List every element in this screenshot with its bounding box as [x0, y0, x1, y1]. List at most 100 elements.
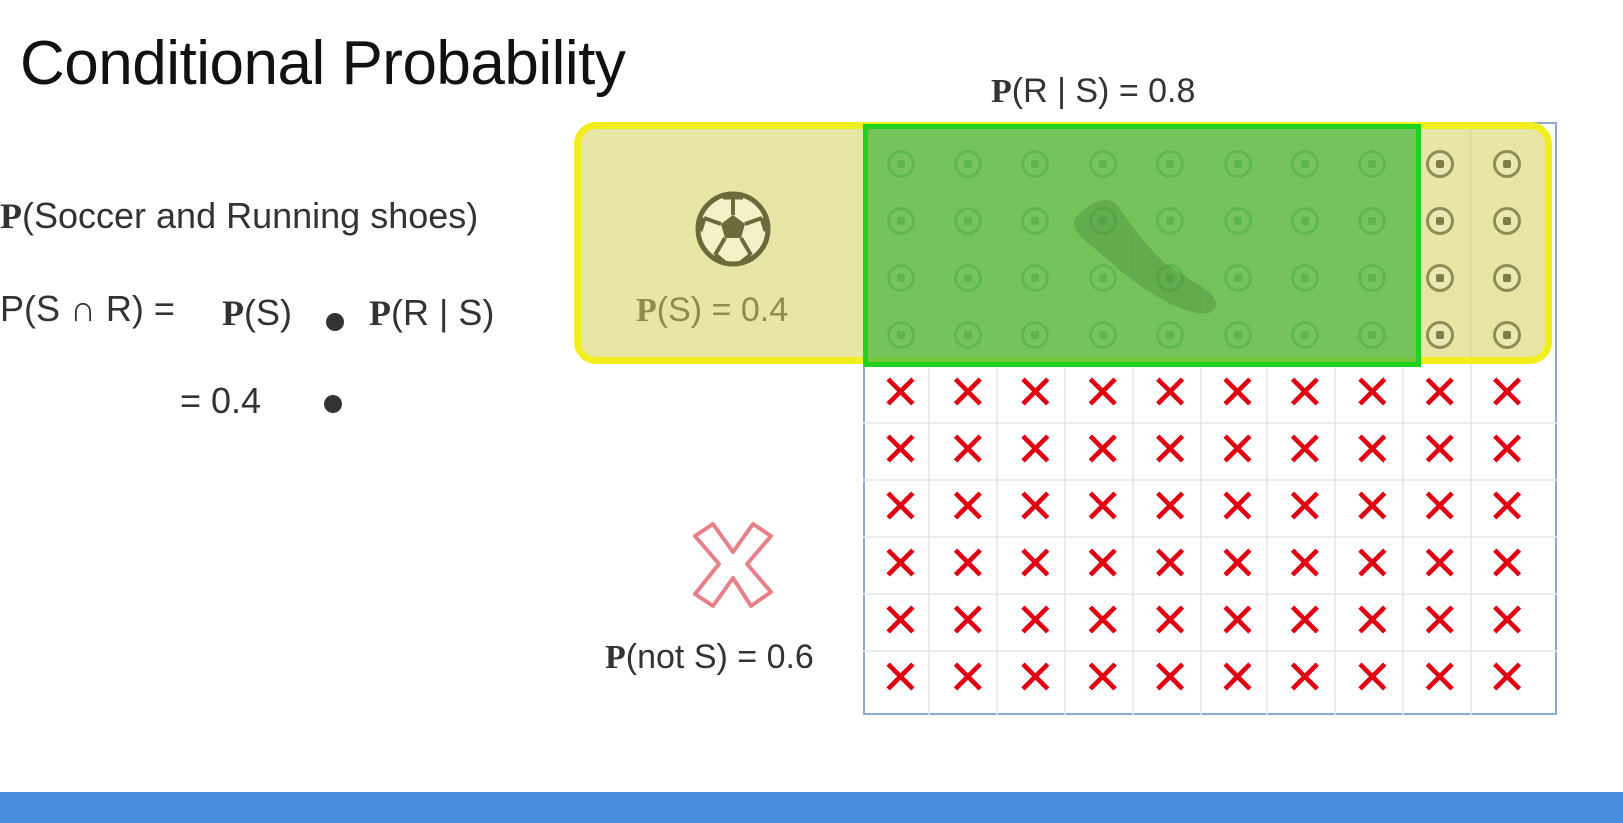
ball-glyph	[1425, 320, 1454, 349]
soccer-ball-icon	[1474, 192, 1541, 249]
cross-icon: ✕	[1069, 592, 1136, 649]
cross-icon: ✕	[867, 592, 934, 649]
cross-glyph: ✕	[1486, 364, 1528, 421]
cross-icon: ✕	[934, 535, 1001, 592]
cross-icon: ✕	[867, 478, 934, 535]
cross-glyph: ✕	[1015, 478, 1056, 535]
cross-icon: ✕	[1002, 421, 1069, 478]
cross-icon: ✕	[1137, 478, 1204, 535]
cross-icon: ✕	[1137, 649, 1204, 706]
label-r-given-s: P(R | S) = 0.8	[991, 72, 1195, 111]
cross-glyph: ✕	[1149, 592, 1191, 649]
cross-icon: ✕	[1137, 421, 1204, 478]
joint-formula-lhs: P(S ∩ R) =	[0, 288, 175, 329]
bottom-bar	[0, 792, 1623, 823]
cross-icon: ✕	[1002, 478, 1069, 535]
slide-title: Conditional Probability	[20, 29, 626, 98]
cross-icon: ✕	[1069, 649, 1136, 706]
cross-icon: ✕	[934, 364, 1001, 421]
cross-icon: ✕	[867, 535, 934, 592]
cross-icon: ✕	[1204, 535, 1271, 592]
cross-icon: ✕	[1406, 364, 1473, 421]
soccer-ball-icon	[695, 191, 771, 267]
formula-result-line: = 0.4	[180, 380, 262, 421]
cross-icon: ✕	[1069, 478, 1136, 535]
cross-glyph: ✕	[1015, 421, 1056, 478]
cross-glyph: ✕	[1486, 649, 1528, 706]
cross-glyph: ✕	[1082, 364, 1123, 421]
event-s-text: (S)	[244, 292, 292, 333]
cross-icon: ✕	[1406, 478, 1473, 535]
label-p-s: P(S) = 0.4	[636, 291, 788, 330]
cross-glyph: ✕	[1486, 592, 1528, 649]
cross-glyph: ✕	[1015, 535, 1056, 592]
cross-icon: ✕	[1339, 364, 1406, 421]
cross-icon: ✕	[1474, 478, 1541, 535]
cross-glyph: ✕	[1419, 478, 1460, 535]
cross-glyph: ✕	[1015, 364, 1056, 421]
label-r-given-s-text: (R | S) = 0.8	[1011, 72, 1196, 110]
cross-glyph: ✕	[1082, 478, 1123, 535]
cross-icon: ✕	[867, 649, 934, 706]
soccer-ball-icon	[1406, 192, 1473, 249]
cross-glyph: ✕	[1217, 649, 1258, 706]
cross-glyph: ✕	[1284, 364, 1325, 421]
cross-glyph: ✕	[1015, 592, 1056, 649]
multiply-dot	[326, 313, 344, 331]
ball-glyph	[1425, 206, 1454, 235]
cross-icon: ✕	[1339, 649, 1406, 706]
cross-icon: ✕	[1204, 592, 1271, 649]
cross-glyph: ✕	[947, 535, 988, 592]
cross-icon: ✕	[1137, 535, 1204, 592]
cross-icon	[693, 522, 773, 608]
prob-symbol: P	[369, 293, 391, 333]
soccer-ball-icon	[1474, 306, 1541, 363]
soccer-ball-icon	[1474, 249, 1541, 306]
cross-icon: ✕	[867, 421, 934, 478]
cross-glyph: ✕	[880, 535, 921, 592]
cross-icon: ✕	[934, 592, 1001, 649]
cross-icon: ✕	[1069, 535, 1136, 592]
cross-glyph: ✕	[880, 478, 921, 535]
cross-glyph: ✕	[880, 421, 921, 478]
cross-glyph: ✕	[1149, 649, 1191, 706]
cross-glyph: ✕	[1352, 364, 1393, 421]
cross-icon: ✕	[867, 364, 934, 421]
cross-glyph: ✕	[1419, 535, 1460, 592]
cross-glyph: ✕	[947, 421, 988, 478]
cross-icon: ✕	[934, 478, 1001, 535]
ball-glyph	[1425, 149, 1454, 178]
cross-glyph: ✕	[1486, 535, 1528, 592]
cross-icon: ✕	[1339, 478, 1406, 535]
cross-icon: ✕	[1002, 649, 1069, 706]
cross-glyph: ✕	[1149, 535, 1191, 592]
cross-icon: ✕	[1271, 592, 1338, 649]
event-r-given-s-text: (R | S)	[391, 292, 495, 333]
cross-icon: ✕	[1137, 364, 1204, 421]
ball-glyph	[1493, 149, 1522, 178]
cross-glyph: ✕	[1082, 535, 1123, 592]
cross-glyph: ✕	[1149, 421, 1191, 478]
cross-icon: ✕	[1002, 535, 1069, 592]
cross-icon: ✕	[1069, 421, 1136, 478]
cross-icon: ✕	[1406, 592, 1473, 649]
cross-glyph: ✕	[1352, 478, 1393, 535]
multiply-dot	[324, 395, 342, 413]
cross-icon: ✕	[1271, 535, 1338, 592]
prob-symbol: P	[0, 196, 22, 236]
ball-glyph	[1425, 263, 1454, 292]
cross-icon: ✕	[1474, 421, 1541, 478]
cross-glyph: ✕	[1419, 421, 1460, 478]
cross-icon: ✕	[1474, 364, 1541, 421]
cross-glyph: ✕	[1217, 592, 1258, 649]
cross-glyph: ✕	[1419, 364, 1460, 421]
label-not-s-text: (not S) = 0.6	[625, 638, 814, 676]
cross-glyph: ✕	[880, 592, 921, 649]
label-p-s-text: (S) = 0.4	[656, 291, 789, 329]
soccer-ball-icon	[1406, 135, 1473, 192]
soccer-ball-icon	[1474, 135, 1541, 192]
cross-glyph: ✕	[1082, 649, 1123, 706]
label-not-s: P(not S) = 0.6	[605, 638, 814, 677]
cross-glyph: ✕	[1149, 478, 1191, 535]
running-shoes-region	[863, 124, 1421, 367]
